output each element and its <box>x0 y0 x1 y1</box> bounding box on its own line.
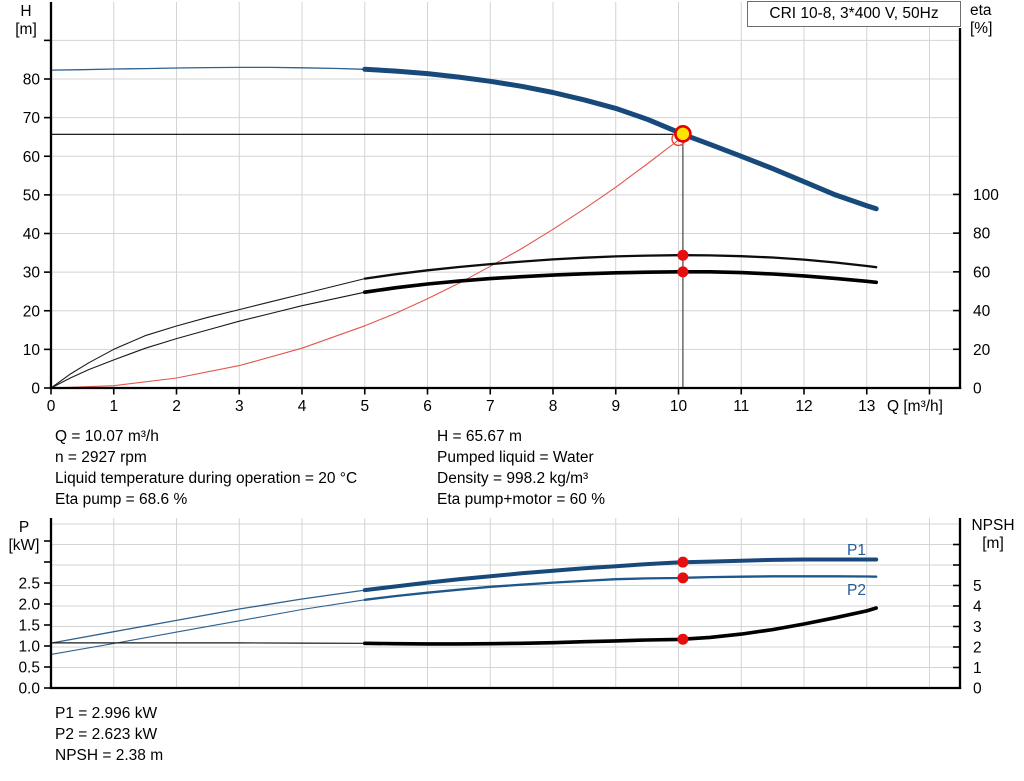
duty-info-right: H = 65.67 m Pumped liquid = Water Densit… <box>437 426 605 510</box>
x-tick-label: 10 <box>670 398 688 415</box>
left-tick-label: 70 <box>23 110 41 127</box>
info-line: Q = 10.07 m³/h <box>55 428 159 445</box>
eta-pump-curve <box>363 254 878 280</box>
duty-point <box>674 125 692 143</box>
info-line: n = 2927 rpm <box>55 449 147 466</box>
left-tick-label: 1.5 <box>18 618 40 635</box>
left-tick-label: 60 <box>23 149 41 166</box>
info-line: NPSH = 2.38 m <box>55 747 164 764</box>
left-tick-label: 20 <box>23 303 41 320</box>
left-tick-label: 40 <box>23 226 41 243</box>
right-tick-label: 40 <box>973 303 991 320</box>
p1-curve-extension <box>50 589 366 644</box>
right-tick-label: 0 <box>973 381 982 398</box>
p-axis-title: P [kW] <box>2 519 46 555</box>
system-curve <box>50 136 683 389</box>
eta-pump-motor-extension <box>50 291 366 389</box>
info-line: Eta pump+motor = 60 % <box>437 491 606 508</box>
x-tick-label: 0 <box>47 398 56 415</box>
right-tick-label: 5 <box>973 578 982 595</box>
npsh-axis-title-line1: NPSH <box>971 517 1015 534</box>
info-line: Pumped liquid = Water <box>437 449 594 466</box>
x-tick-label: 2 <box>172 398 181 415</box>
eta-pump-motor-curve <box>363 270 878 294</box>
p2-point <box>677 572 689 584</box>
x-tick-label: 12 <box>795 398 812 415</box>
eta-pump-motor-point <box>677 266 689 278</box>
right-tick-label: 2 <box>973 640 982 657</box>
info-line: Liquid temperature during operation = 20… <box>55 470 358 487</box>
eta-axis-title: eta [%] <box>966 2 1014 38</box>
pump-title-box: CRI 10-8, 3*400 V, 50Hz <box>747 1 961 27</box>
left-tick-label: 0 <box>31 381 40 398</box>
x-tick-label: 5 <box>360 398 369 415</box>
npsh-point <box>677 633 689 645</box>
p2-curve <box>363 575 878 601</box>
x-tick-label: 6 <box>423 398 432 415</box>
left-tick-label: 2.5 <box>18 576 40 593</box>
info-line: H = 65.67 m <box>437 428 522 445</box>
right-tick-label: 60 <box>973 264 991 281</box>
left-tick-label: 30 <box>23 265 41 282</box>
right-tick-label: 1 <box>973 660 982 677</box>
eta-pump-point <box>677 249 689 261</box>
h-axis-title-line2: [m] <box>15 21 37 38</box>
p1-point <box>677 556 689 568</box>
left-tick-label: 2.0 <box>18 597 40 614</box>
right-tick-label: 20 <box>973 342 991 359</box>
q-axis-title: Q [m³/h] <box>887 398 943 415</box>
right-tick-label: 80 <box>973 226 991 243</box>
x-tick-label: 9 <box>611 398 620 415</box>
info-line: Eta pump = 68.6 % <box>55 491 188 508</box>
info-line: P2 = 2.623 kW <box>55 726 158 743</box>
left-tick-label: 50 <box>23 187 41 204</box>
left-tick-label: 10 <box>23 342 41 359</box>
info-line: P1 = 2.996 kW <box>55 705 158 722</box>
duty-info-left: Q = 10.07 m³/h n = 2927 rpm Liquid tempe… <box>55 426 357 510</box>
x-tick-label: 3 <box>235 398 244 415</box>
head-curve-extension <box>50 66 366 71</box>
npsh-curve <box>363 606 878 646</box>
head-curve <box>362 66 879 212</box>
p-axis-title-line2: [kW] <box>8 537 40 554</box>
p2-curve-label: P2 <box>847 582 866 599</box>
left-tick-label: 0.0 <box>18 681 40 698</box>
left-tick-label: 1.0 <box>18 639 40 656</box>
x-tick-label: 7 <box>486 398 495 415</box>
npsh-axis-title-line2: [m] <box>982 535 1004 552</box>
p-axis-title-line1: P <box>18 519 30 536</box>
right-tick-label: 3 <box>973 619 982 636</box>
p2-curve-extension <box>50 599 366 655</box>
eta-axis-title-line2: [%] <box>970 20 993 37</box>
p1-curve <box>362 557 879 593</box>
eta-pump-extension <box>50 278 366 389</box>
right-tick-label: 100 <box>973 187 999 204</box>
p1-curve-label: P1 <box>847 542 866 559</box>
right-tick-label: 4 <box>973 599 982 616</box>
x-tick-label: 8 <box>549 398 558 415</box>
left-tick-label: 80 <box>23 72 41 89</box>
x-tick-label: 11 <box>733 398 749 415</box>
x-tick-label: 13 <box>858 398 875 415</box>
info-line: Density = 998.2 kg/m³ <box>437 470 589 487</box>
h-axis-title-line1: H <box>20 3 32 20</box>
eta-axis-title-line1: eta <box>970 2 992 19</box>
npsh-axis-title: NPSH [m] <box>963 517 1023 553</box>
left-tick-label: 0.5 <box>18 660 40 677</box>
x-tick-label: 4 <box>298 398 307 415</box>
x-tick-label: 1 <box>109 398 118 415</box>
right-tick-label: 0 <box>973 681 982 698</box>
h-axis-title: H [m] <box>6 3 46 39</box>
power-info: P1 = 2.996 kW P2 = 2.623 kW NPSH = 2.38 … <box>55 703 163 766</box>
